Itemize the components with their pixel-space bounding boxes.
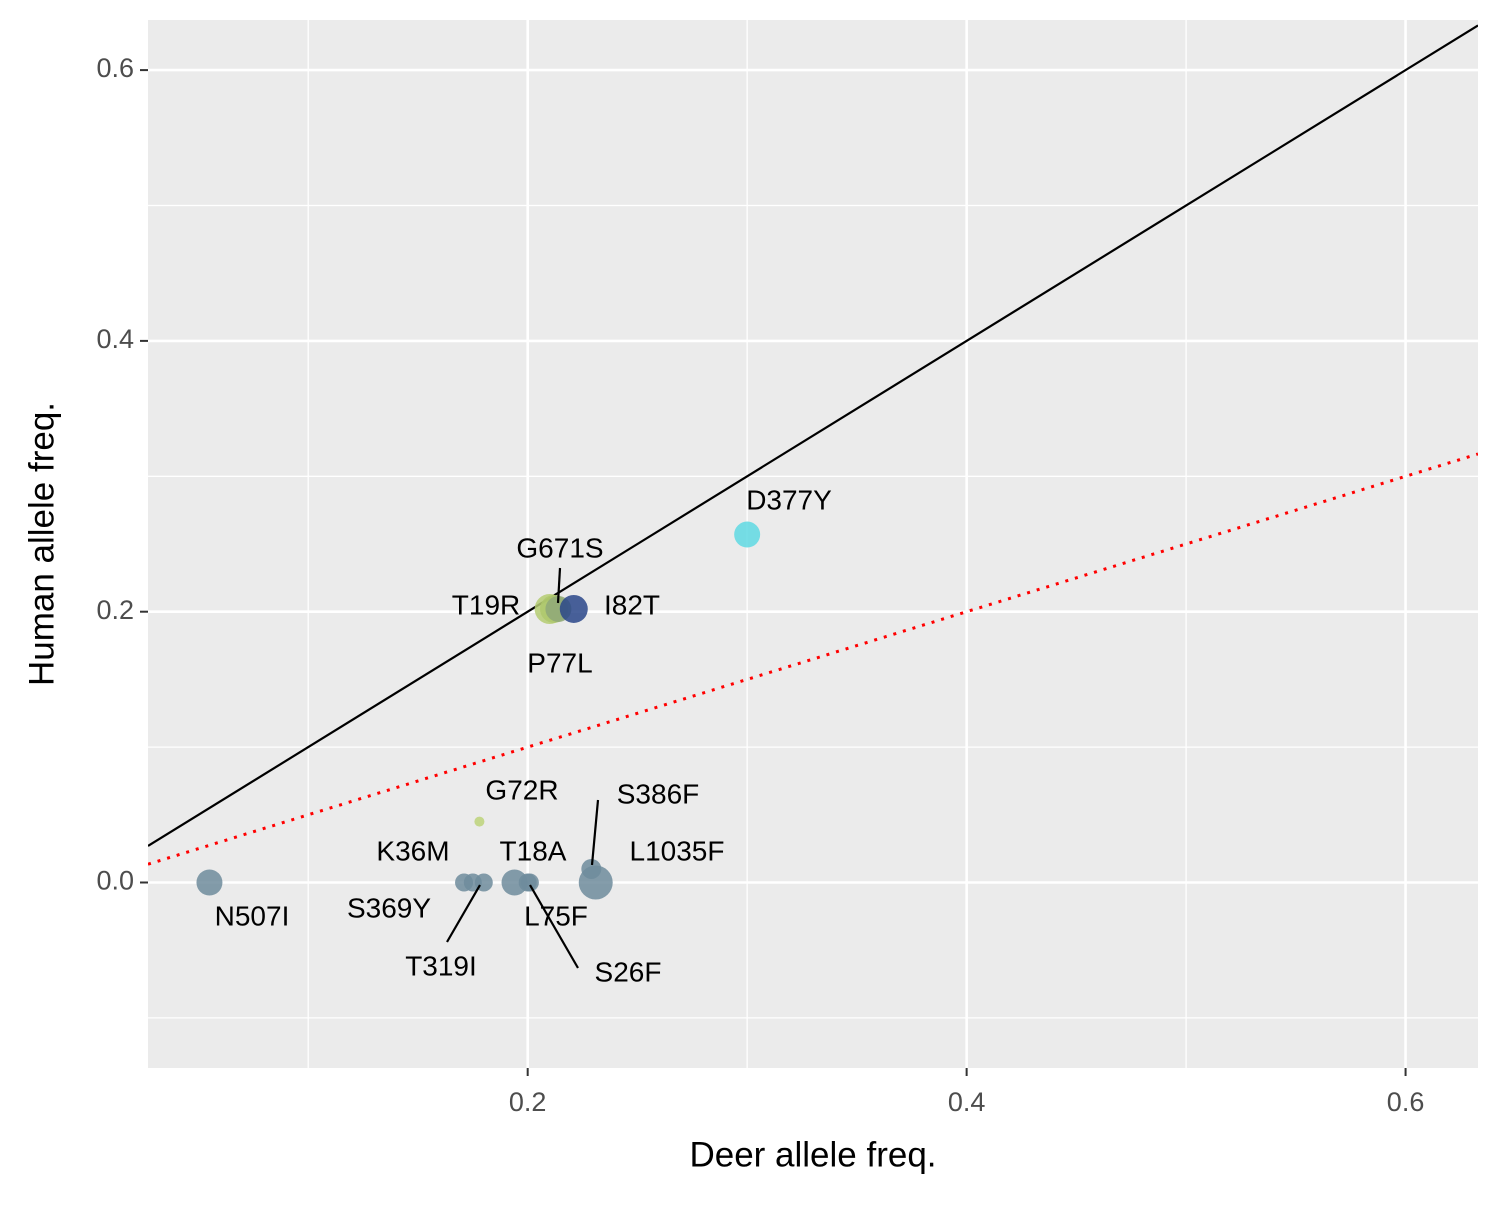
y-tick-label: 0.4 bbox=[96, 324, 134, 354]
point-label: K36M bbox=[376, 835, 449, 866]
point bbox=[196, 869, 223, 896]
leader-line bbox=[446, 884, 481, 943]
x-tick-label: 0.2 bbox=[509, 1087, 547, 1117]
panel bbox=[148, 20, 1478, 1068]
leader-line bbox=[590, 799, 600, 866]
plot-area bbox=[148, 24, 1478, 900]
point-label: I82T bbox=[604, 589, 660, 620]
point bbox=[474, 816, 485, 827]
y-axis-title: Human allele freq. bbox=[22, 402, 61, 686]
point bbox=[559, 594, 588, 623]
point-label: T18A bbox=[500, 835, 567, 866]
point bbox=[518, 873, 537, 892]
point-label: P77L bbox=[527, 647, 592, 678]
point bbox=[501, 869, 528, 896]
point-label: D377Y bbox=[746, 484, 832, 515]
x-tick-label: 0.6 bbox=[1387, 1087, 1425, 1117]
leader-line bbox=[529, 884, 579, 969]
point-label: G72R bbox=[485, 774, 558, 805]
x-axis-title: Deer allele freq. bbox=[689, 1135, 936, 1174]
point bbox=[578, 865, 613, 900]
y-tick-label: 0.0 bbox=[96, 866, 134, 896]
point-label: S386F bbox=[617, 778, 700, 809]
point-label: L75F bbox=[524, 900, 588, 931]
point-label: T19R bbox=[452, 589, 520, 620]
point-label: N507I bbox=[215, 900, 290, 931]
point-label: S369Y bbox=[347, 892, 431, 923]
point-label: S26F bbox=[595, 956, 662, 987]
point-label: L1035F bbox=[630, 835, 725, 866]
y-tick-label: 0.6 bbox=[96, 53, 134, 83]
leader-line bbox=[556, 567, 562, 604]
reference-line bbox=[148, 24, 1478, 847]
x-tick-label: 0.4 bbox=[948, 1087, 986, 1117]
point-label: T319I bbox=[405, 950, 477, 981]
point-label: G671S bbox=[516, 532, 603, 563]
reference-line bbox=[148, 452, 1478, 866]
y-tick-label: 0.2 bbox=[96, 595, 134, 625]
point bbox=[734, 521, 761, 548]
